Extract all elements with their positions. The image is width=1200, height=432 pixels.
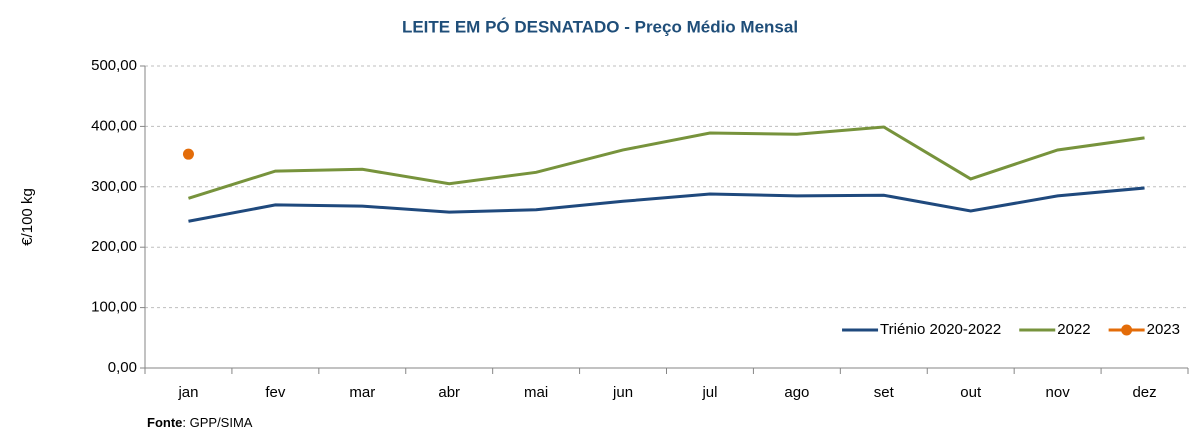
x-tick-label: ago (784, 384, 809, 401)
x-tick-label: out (960, 384, 982, 401)
y-tick-label: 400,00 (91, 117, 137, 134)
y-tick-label: 200,00 (91, 238, 137, 255)
y-tick-label: 0,00 (108, 359, 137, 376)
source-label: Fonte (147, 415, 182, 430)
chart-title: LEITE EM PÓ DESNATADO - Preço Médio Mens… (402, 17, 798, 36)
source: Fonte: GPP/SIMA (147, 415, 253, 430)
x-tick-label: mar (349, 384, 375, 401)
x-tick-label: jan (177, 384, 198, 401)
x-tick-label: jul (701, 384, 717, 401)
y-tick-label: 300,00 (91, 178, 137, 195)
legend-label: 2022 (1057, 321, 1090, 338)
y-tick-label: 500,00 (91, 57, 137, 74)
legend-label: 2023 (1147, 321, 1180, 338)
x-tick-label: abr (438, 384, 460, 401)
y-axis-label: €/100 kg (19, 188, 36, 246)
x-tick-label: set (874, 384, 895, 401)
x-tick-label: fev (265, 384, 286, 401)
x-tick-label: mai (524, 384, 548, 401)
series-line (188, 125, 1145, 200)
x-tick-label: nov (1046, 384, 1071, 401)
source-text: : GPP/SIMA (182, 415, 252, 430)
series-line (188, 186, 1145, 223)
x-tick-label: dez (1132, 384, 1156, 401)
data-point (182, 148, 194, 160)
legend-label: Triénio 2020-2022 (880, 321, 1001, 338)
y-tick-label: 100,00 (91, 299, 137, 316)
legend-marker (1121, 324, 1133, 336)
x-tick-label: jun (612, 384, 633, 401)
